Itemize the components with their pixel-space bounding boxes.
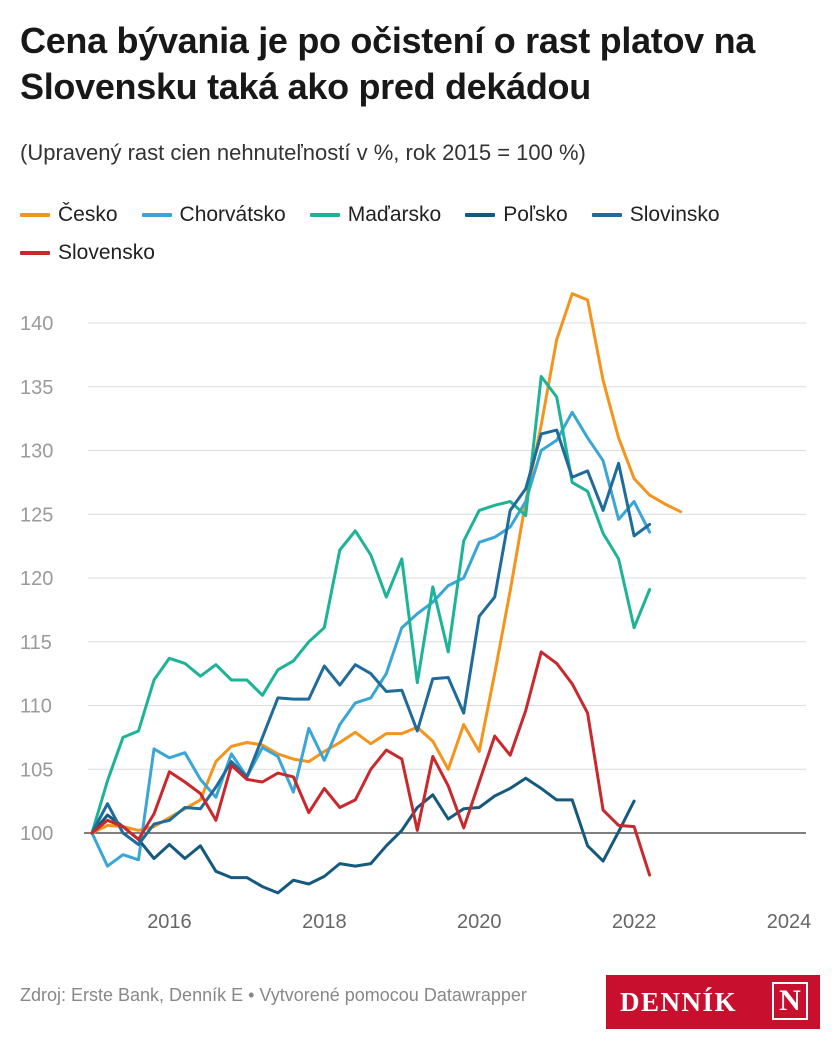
legend: Česko Chorvátsko Maďarsko Poľsko Slovinsko Sl… bbox=[20, 196, 810, 272]
legend-item-2: Maďarsko bbox=[309, 196, 442, 234]
legend-label-5: Slovensko bbox=[58, 241, 155, 264]
chart-subtitle: (Upravený rast cien nehnuteľností v %, r… bbox=[20, 140, 586, 165]
series-line-Slovinsko bbox=[90, 428, 652, 846]
legend-swatch-1 bbox=[141, 213, 172, 217]
x-axis-ticks: 2016 2018 2020 2022 2024 bbox=[147, 911, 811, 933]
legend-swatch-3 bbox=[465, 213, 496, 217]
x-tick-label-2024: 2024 bbox=[767, 911, 812, 933]
legend-item-3: Poľsko bbox=[465, 196, 568, 234]
legend-label-1: Chorvátsko bbox=[179, 203, 286, 226]
y-tick-label-120: 120 bbox=[20, 568, 53, 590]
series-line-Slovensko bbox=[90, 650, 652, 877]
line-chart: 100 105 110 115 120 125 130 135 140 2016 2018 2020… bbox=[20, 292, 811, 933]
legend-item-0: Česko bbox=[20, 196, 118, 234]
y-tick-label-130: 130 bbox=[20, 441, 53, 463]
y-tick-label-100: 100 bbox=[20, 823, 53, 845]
legend-label-3: Poľsko bbox=[503, 203, 568, 226]
legend-label-0: Česko bbox=[58, 203, 118, 226]
legend-item-5: Slovensko bbox=[20, 234, 155, 272]
y-tick-label-140: 140 bbox=[20, 313, 53, 335]
y-tick-label-125: 125 bbox=[20, 504, 53, 526]
y-tick-label-115: 115 bbox=[20, 632, 52, 654]
series-line-Poľsko bbox=[90, 776, 636, 895]
legend-item-4: Slovinsko bbox=[591, 196, 720, 234]
x-tick-label-2020: 2020 bbox=[457, 911, 502, 933]
y-tick-label-110: 110 bbox=[20, 696, 52, 718]
x-tick-label-2018: 2018 bbox=[302, 911, 347, 933]
legend-label-4: Slovinsko bbox=[629, 203, 720, 226]
legend-swatch-2 bbox=[309, 213, 340, 217]
series-line-Chorvátsko bbox=[90, 410, 652, 868]
gridlines bbox=[84, 322, 806, 834]
y-tick-label-135: 135 bbox=[20, 377, 53, 399]
legend-swatch-0 bbox=[20, 213, 50, 217]
y-axis-ticks: 100 105 110 115 120 125 130 135 140 bbox=[20, 313, 53, 845]
logo-wordmark: DENNÍK bbox=[620, 986, 738, 1017]
chart-title: Cena bývania je po očistení o rast plato… bbox=[20, 20, 756, 107]
legend-swatch-4 bbox=[591, 213, 622, 217]
series-lines bbox=[90, 292, 683, 895]
dennik-n-logo[interactable]: DENNÍK N bbox=[606, 975, 820, 1029]
series-line-Maďarsko bbox=[90, 375, 652, 835]
y-tick-label-105: 105 bbox=[20, 759, 53, 781]
series-line-Česko bbox=[90, 292, 683, 835]
legend-label-2: Maďarsko bbox=[347, 203, 442, 226]
source-note: Zdroj: Erste Bank, Denník E • Vytvorené … bbox=[20, 985, 527, 1005]
x-tick-label-2016: 2016 bbox=[147, 911, 192, 933]
x-tick-label-2022: 2022 bbox=[612, 911, 657, 933]
legend-swatch-5 bbox=[20, 251, 50, 255]
legend-item-1: Chorvátsko bbox=[141, 196, 286, 234]
logo-n-icon: N bbox=[772, 982, 808, 1020]
